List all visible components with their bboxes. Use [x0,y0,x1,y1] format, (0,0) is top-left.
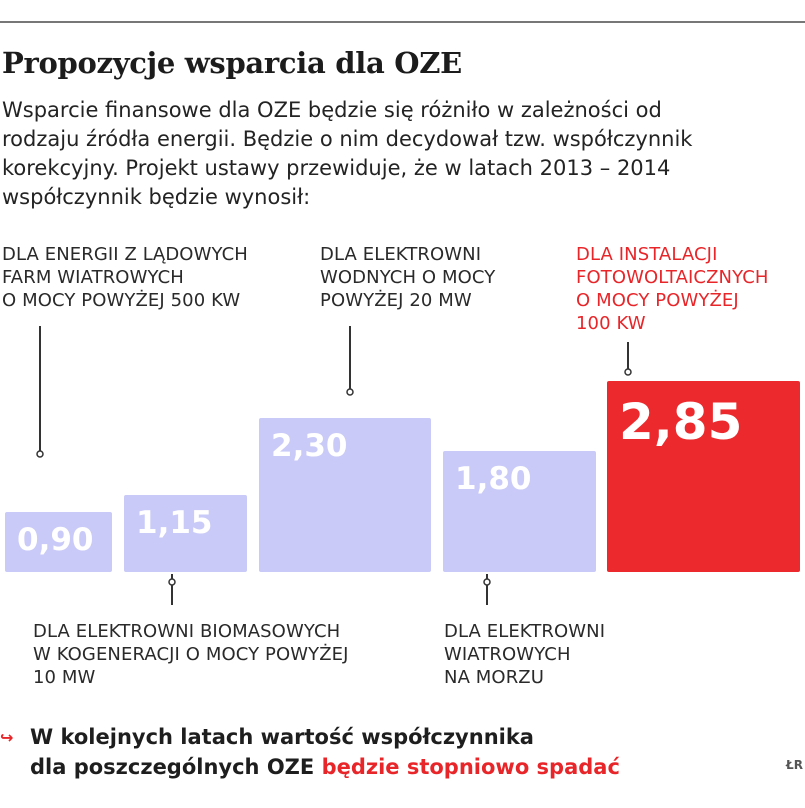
label-line: DLA INSTALACJI [576,244,718,265]
category-label-hydro: DLA ELEKTROWNI WODNYCH O MOCY POWYŻEJ 20… [320,243,495,312]
chart-title: Propozycje wsparcia dla OZE [2,46,462,80]
label-line: FARM WIATROWYCH [2,267,184,288]
category-label-biomass: DLA ELEKTROWNI BIOMASOWYCH W KOGENERACJI… [33,620,349,689]
leader-dot-2 [346,388,354,396]
label-line: DLA ELEKTROWNI [320,244,482,265]
leader-dot-0 [36,450,44,458]
label-line: DLA ENERGII Z LĄDOWYCH [2,244,248,265]
category-label-photovoltaic: DLA INSTALACJI FOTOWOLTAICZNYCH O MOCY P… [576,243,769,335]
label-line: DLA ELEKTROWNI [444,621,606,642]
intro-line: rodzaju źródła energii. Będzie o nim dec… [2,127,693,151]
value-label-3: 1,80 [455,461,532,497]
label-line: O MOCY POWYŻEJ [576,290,739,311]
footnote-line-1: W kolejnych latach wartość współczynnika [30,725,534,749]
category-label-offshore-wind: DLA ELEKTROWNI WIATROWYCH NA MORZU [444,620,605,689]
label-line: W KOGENERACJI O MOCY POWYŻEJ [33,644,349,665]
leader-dot-4 [624,368,632,376]
category-label-onshore-wind: DLA ENERGII Z LĄDOWYCH FARM WIATROWYCH O… [2,243,248,312]
intro-line: współczynnik będzie wynosił: [2,185,311,209]
value-label-4: 2,85 [619,393,742,451]
top-rule [0,21,805,23]
label-line: POWYŻEJ 20 MW [320,290,472,311]
leader-dot-1 [168,578,176,586]
footnote-line-2: dla poszczególnych OZE będzie stopniowo … [30,752,620,782]
leader-dot-3 [483,578,491,586]
bar-2 [259,418,431,572]
label-line: NA MORZU [444,667,545,688]
label-line: 10 MW [33,667,96,688]
label-line: FOTOWOLTAICZNYCH [576,267,769,288]
value-label-0: 0,90 [17,522,94,558]
footnote-emphasis: będzie stopniowo spadać [321,755,620,779]
label-line: WIATROWYCH [444,644,571,665]
source-credit: ŁR [786,758,803,772]
bar-1 [124,495,247,572]
intro-line: korekcyjny. Projekt ustawy przewiduje, ż… [2,156,671,180]
bar-0 [5,512,112,572]
value-label-1: 1,15 [136,505,213,541]
intro-text: Wsparcie finansowe dla OZE będzie się ró… [2,96,802,212]
arrow-icon: ↪ [0,728,14,747]
label-line: 100 KW [576,313,646,334]
footnote-text: dla poszczególnych OZE [30,755,322,779]
intro-line: Wsparcie finansowe dla OZE będzie się ró… [2,98,662,122]
label-line: WODNYCH O MOCY [320,267,496,288]
bar-3 [443,451,596,572]
label-line: O MOCY POWYŻEJ 500 KW [2,290,241,311]
bar-4 [607,381,800,572]
value-label-2: 2,30 [271,428,348,464]
label-line: DLA ELEKTROWNI BIOMASOWYCH [33,621,341,642]
